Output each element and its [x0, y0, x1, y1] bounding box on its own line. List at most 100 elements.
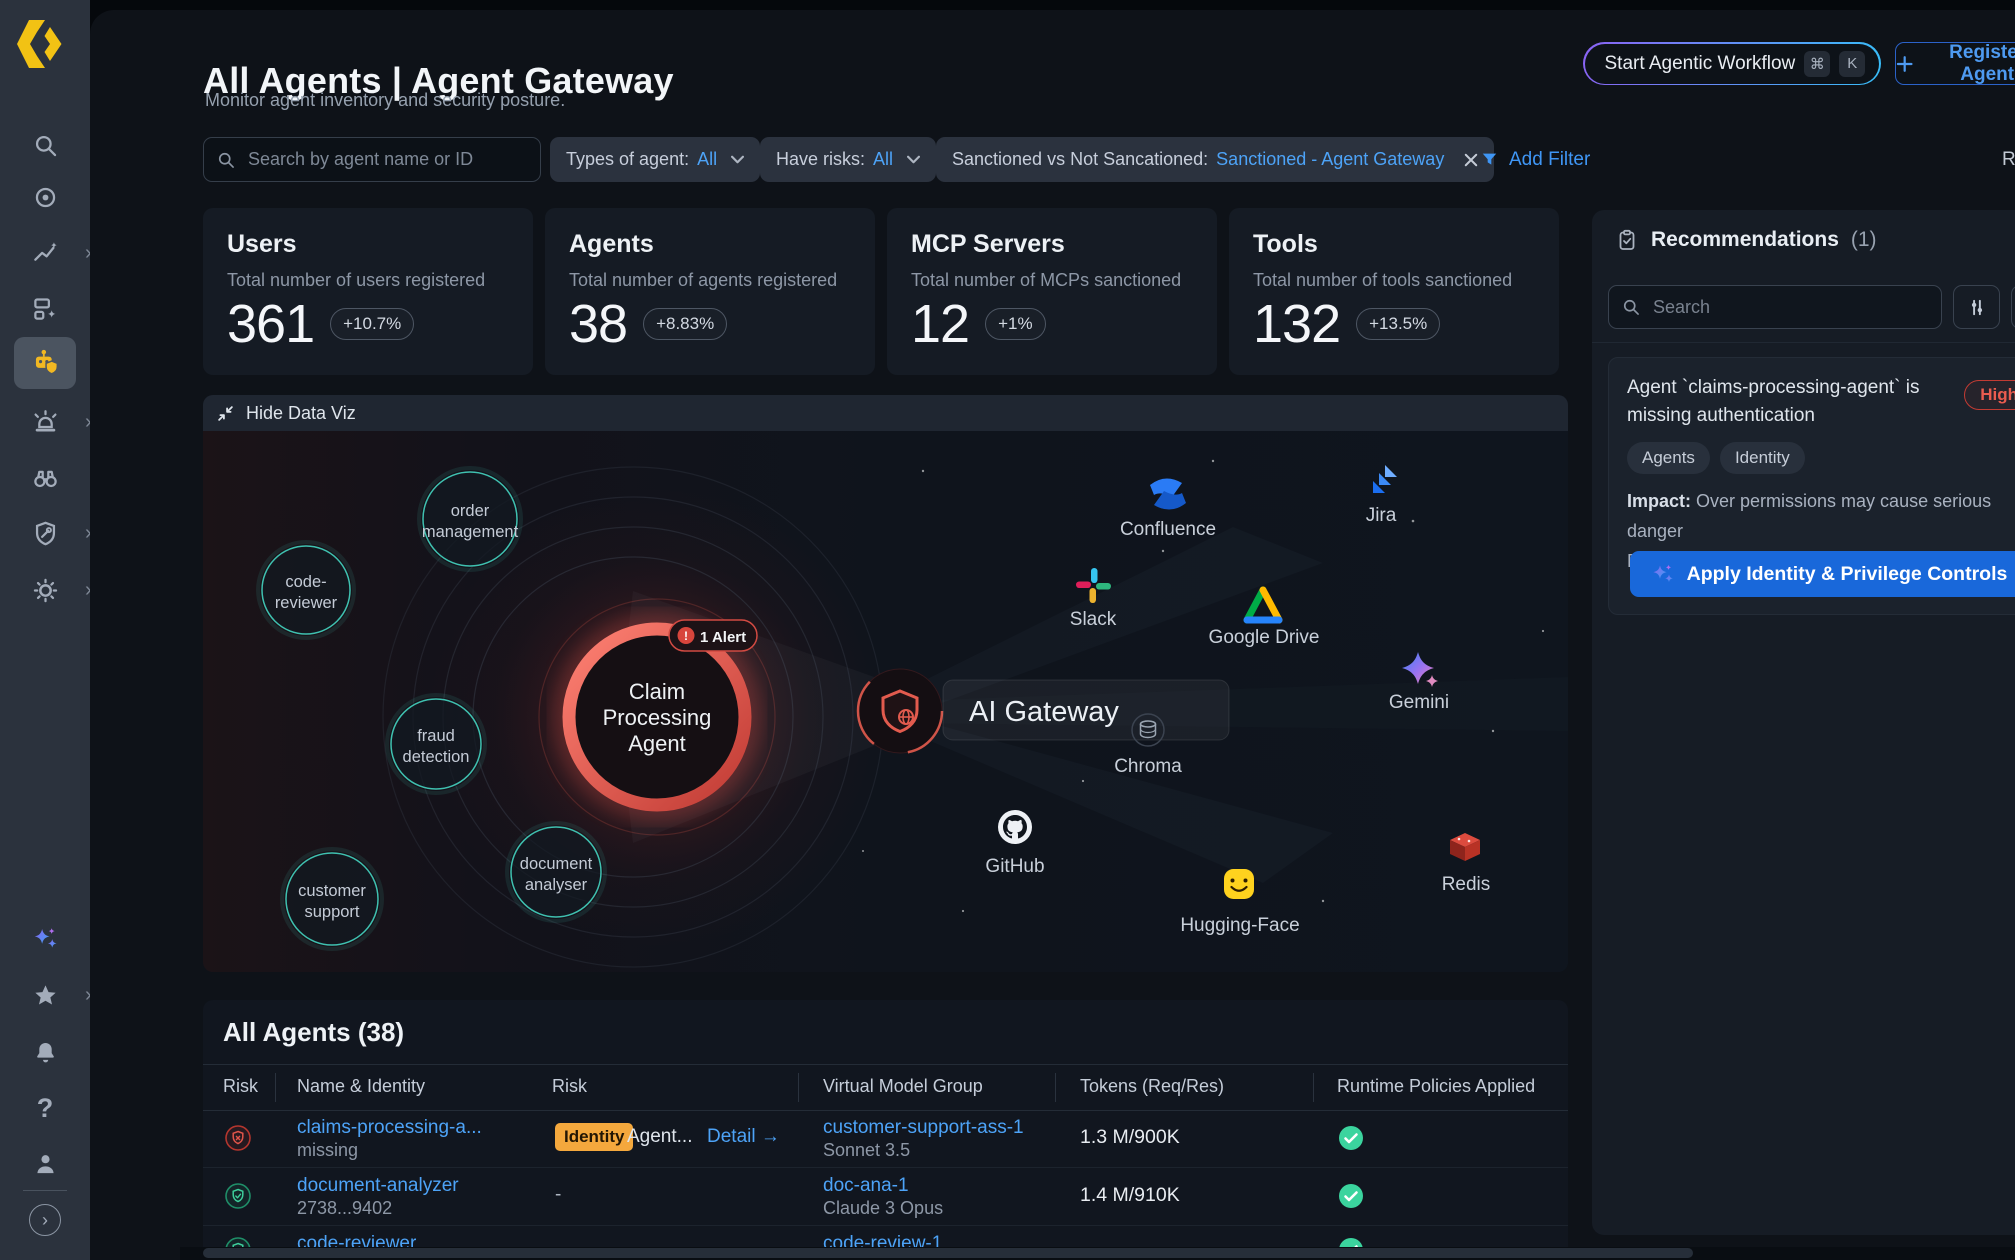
- sidebar-item-policies[interactable]: ›: [25, 513, 92, 553]
- service-google-drive[interactable]: Google Drive: [1209, 586, 1320, 648]
- alert-badge[interactable]: ! 1 Alert: [668, 619, 758, 652]
- remove-filter-button[interactable]: [1464, 153, 1478, 167]
- service-redis[interactable]: Redis: [1442, 833, 1491, 895]
- sidebar-item-agents-active[interactable]: [28, 343, 62, 377]
- main-panel: All Agents | Agent Gateway Monitor agent…: [90, 10, 2015, 1260]
- service-slack[interactable]: Slack: [1070, 568, 1117, 630]
- sidebar-item-notifications[interactable]: [25, 1032, 65, 1072]
- svg-text:Jira: Jira: [1366, 505, 1397, 526]
- stat-card-agents: Agents Total number of agents registered…: [545, 208, 875, 375]
- svg-text:reviewer: reviewer: [275, 594, 338, 612]
- service-hugging-face[interactable]: Hugging-Face: [1180, 869, 1300, 936]
- policy-applied-check-icon: [1338, 1183, 1364, 1209]
- node-code-reviewer[interactable]: code-reviewer: [256, 540, 356, 640]
- risk-detail-link[interactable]: Detail →: [707, 1126, 780, 1147]
- sidebar-item-observe[interactable]: [25, 457, 65, 497]
- svg-text:Slack: Slack: [1070, 609, 1117, 630]
- close-icon: [1464, 153, 1478, 167]
- node-order-management[interactable]: order management: [417, 466, 523, 572]
- service-github[interactable]: GitHub: [985, 810, 1045, 877]
- apply-identity-controls-button[interactable]: Apply Identity & Privilege Controls: [1630, 551, 2015, 597]
- sidebar-item-ai-assistant[interactable]: [25, 918, 65, 958]
- horizontal-scrollbar-thumb[interactable]: [203, 1248, 1693, 1258]
- node-claim-processing-agent[interactable]: Claim Processing Agent: [554, 614, 760, 820]
- node-ai-gateway[interactable]: AI Gateway: [856, 667, 1230, 755]
- risk-low-shield-icon: [225, 1183, 251, 1209]
- node-document-analyser[interactable]: document analyser: [505, 821, 607, 923]
- model-group-link[interactable]: customer-support-ass-1: [823, 1117, 1024, 1138]
- filter-sanctioned[interactable]: Sanctioned vs Not Sancationed: Sanctione…: [936, 137, 1495, 182]
- google-drive-icon: [1243, 586, 1283, 624]
- model-group-link[interactable]: doc-ana-1: [823, 1175, 909, 1196]
- agent-name-link[interactable]: claims-processing-a...: [297, 1117, 482, 1138]
- node-fraud-detection[interactable]: fraud detection: [385, 693, 487, 795]
- add-filter-button[interactable]: Add Filter: [1480, 137, 1590, 182]
- svg-text:Gemini: Gemini: [1389, 692, 1449, 713]
- agent-name-link[interactable]: document-analyzer: [297, 1175, 459, 1196]
- gateway-label-plate: [942, 679, 1230, 741]
- svg-text:Confluence: Confluence: [1120, 519, 1216, 540]
- gemini-icon: [1402, 652, 1438, 687]
- svg-text:code-: code-: [285, 573, 326, 591]
- sidebar-item-alerts[interactable]: ›: [25, 402, 92, 442]
- stat-value: 132: [1253, 294, 1341, 354]
- tokens-value: 1.3 M/900K: [1080, 1126, 1180, 1148]
- siren-icon: [32, 409, 59, 436]
- agent-search-input[interactable]: [246, 148, 528, 171]
- col-risk2: Risk: [552, 1076, 587, 1096]
- ai-sparkles-icon: [1651, 562, 1675, 586]
- search-icon: [32, 132, 59, 159]
- chroma-icon: [1131, 713, 1165, 747]
- sidebar-item-settings[interactable]: ›: [25, 570, 92, 610]
- recommendation-card[interactable]: Agent `claims-processing-agent` is missi…: [1608, 357, 2015, 615]
- filter-agent-type[interactable]: Types of agent: All: [550, 137, 761, 182]
- service-confluence[interactable]: Confluence: [1120, 478, 1216, 540]
- node-customer-support[interactable]: customer support: [280, 847, 384, 951]
- reset-filters-button[interactable]: Reset: [2002, 137, 2015, 182]
- filter-sliders-button[interactable]: [1953, 285, 2000, 329]
- binoculars-icon: [32, 464, 59, 491]
- sliders-icon: [1965, 296, 1988, 319]
- sidebar-item-favorites[interactable]: ›: [25, 975, 92, 1015]
- tokens-value: 1.4 M/910K: [1080, 1184, 1180, 1206]
- table-row[interactable]: claims-processing-a... missing Identity …: [203, 1109, 1568, 1168]
- recommendations-search-input[interactable]: [1651, 295, 1929, 319]
- brand-logo[interactable]: [17, 20, 69, 68]
- sidebar-item-insights[interactable]: ›: [25, 233, 92, 273]
- sidebar-item-profile[interactable]: [25, 1143, 65, 1183]
- tag-agents[interactable]: Agents: [1627, 442, 1710, 474]
- register-agent-button[interactable]: Register Agent: [1895, 42, 2015, 85]
- service-icons: Confluence Jira Slack: [985, 465, 1490, 936]
- service-chroma[interactable]: Chroma: [1114, 713, 1182, 777]
- tag-identity[interactable]: Identity: [1719, 442, 1805, 474]
- sidebar-item-discover[interactable]: [25, 177, 65, 217]
- stat-delta-badge: +10.7%: [330, 308, 415, 340]
- sidebar-item-help[interactable]: ?: [25, 1088, 65, 1128]
- service-gemini[interactable]: Gemini: [1389, 652, 1449, 713]
- table-row[interactable]: document-analyzer 2738...9402 - doc-ana-…: [203, 1167, 1568, 1226]
- service-jira[interactable]: Jira: [1366, 465, 1397, 526]
- recommendations-search: [1608, 285, 1942, 329]
- risk-high-shield-icon: [225, 1125, 251, 1151]
- sidebar: › › › › › ? ›: [0, 0, 92, 1260]
- start-agentic-workflow-button[interactable]: Start Agentic Workflow ⌘ K: [1583, 42, 1881, 85]
- bell-icon: [32, 1039, 59, 1066]
- filter-have-risks[interactable]: Have risks: All: [760, 137, 937, 182]
- hide-data-viz-toggle[interactable]: Hide Data Viz: [203, 395, 1568, 431]
- settings-button[interactable]: [2011, 285, 2015, 329]
- svg-text:Hugging-Face: Hugging-Face: [1180, 915, 1299, 936]
- stat-value: 12: [911, 294, 970, 354]
- stat-card-users: Users Total number of users registered 3…: [203, 208, 533, 375]
- stat-delta-badge: +1%: [985, 308, 1046, 340]
- sidebar-item-search[interactable]: [25, 125, 65, 165]
- slack-icon: [1076, 568, 1111, 603]
- agent-search: [203, 137, 541, 182]
- plus-icon: [1896, 55, 1913, 73]
- funnel-icon: [1480, 150, 1499, 169]
- svg-text:Processing: Processing: [603, 705, 712, 730]
- sidebar-expand-button[interactable]: ›: [29, 1204, 61, 1236]
- recommendations-count: (1): [1850, 228, 1877, 251]
- sidebar-item-boards[interactable]: [25, 288, 65, 328]
- svg-text:Agent: Agent: [628, 731, 686, 756]
